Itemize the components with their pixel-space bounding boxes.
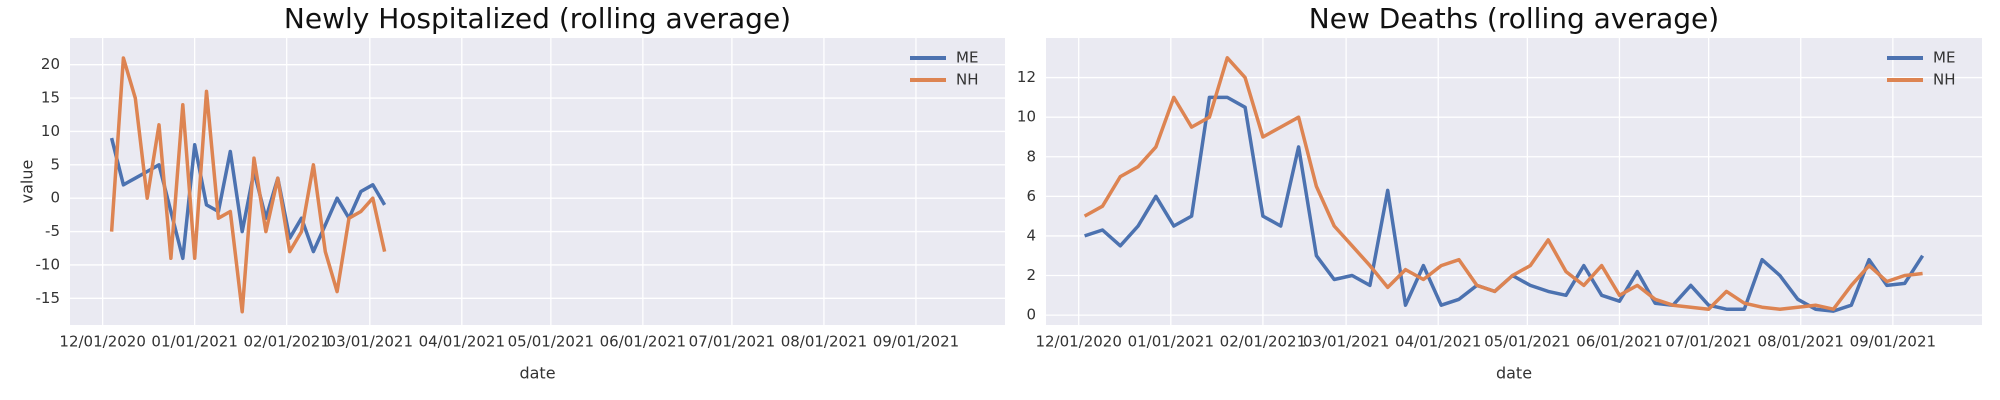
x-tick-label: 12/01/2020 <box>1035 333 1121 351</box>
x-axis-label: date <box>1496 364 1532 383</box>
x-tick-label: 08/01/2021 <box>781 333 867 351</box>
x-tick-label: 07/01/2021 <box>1665 333 1751 351</box>
y-tick-label: 12 <box>1017 68 1036 86</box>
x-tick-label: 05/01/2021 <box>1484 333 1570 351</box>
line-series <box>109 56 387 314</box>
x-tick-label: 01/01/2021 <box>1128 333 1214 351</box>
x-tick-label: 09/01/2021 <box>1850 333 1936 351</box>
x-tick-label: 08/01/2021 <box>1758 333 1844 351</box>
line-series <box>1083 56 1923 311</box>
y-tick-label: 0 <box>1026 306 1036 324</box>
x-tick-label: 01/01/2021 <box>151 333 237 351</box>
legend-label: NH <box>956 71 979 89</box>
y-tick-label: 8 <box>1026 147 1036 165</box>
y-tick-label: -5 <box>45 222 60 240</box>
y-tick-label: 6 <box>1026 187 1036 205</box>
x-tick-label: 05/01/2021 <box>508 333 594 351</box>
y-tick-label: 5 <box>50 155 60 173</box>
legend-label: ME <box>956 49 978 67</box>
y-tick-label: 10 <box>1017 108 1036 126</box>
x-tick-label: 03/01/2021 <box>327 333 413 351</box>
y-tick-label: 15 <box>41 89 60 107</box>
x-tick-label: 07/01/2021 <box>689 333 775 351</box>
x-tick-label: 06/01/2021 <box>600 333 686 351</box>
plot-background <box>1046 38 1982 325</box>
x-tick-label: 04/01/2021 <box>419 333 505 351</box>
y-tick-label: 20 <box>41 55 60 73</box>
y-tick-label: -10 <box>36 255 61 273</box>
y-tick-label: -15 <box>36 289 61 307</box>
x-tick-label: 09/01/2021 <box>873 333 959 351</box>
chart-title: Newly Hospitalized (rolling average) <box>284 2 791 35</box>
y-tick-label: 0 <box>50 189 60 207</box>
line-series <box>109 137 387 261</box>
x-tick-label: 06/01/2021 <box>1576 333 1662 351</box>
chart-title: New Deaths (rolling average) <box>1309 2 1719 35</box>
legend-label: NH <box>1933 71 1956 89</box>
x-tick-label: 12/01/2020 <box>59 333 145 351</box>
x-tick-label: 02/01/2021 <box>243 333 329 351</box>
x-tick-label: 02/01/2021 <box>1220 333 1306 351</box>
x-tick-label: 03/01/2021 <box>1303 333 1389 351</box>
legend-label: ME <box>1933 49 1955 67</box>
plot-background <box>70 38 1005 325</box>
y-tick-label: 4 <box>1026 226 1036 244</box>
y-tick-label: 10 <box>41 122 60 140</box>
x-tick-label: 04/01/2021 <box>1395 333 1481 351</box>
y-axis-label: value <box>18 160 37 204</box>
y-tick-label: 2 <box>1026 266 1036 284</box>
x-axis-label: date <box>519 364 555 383</box>
